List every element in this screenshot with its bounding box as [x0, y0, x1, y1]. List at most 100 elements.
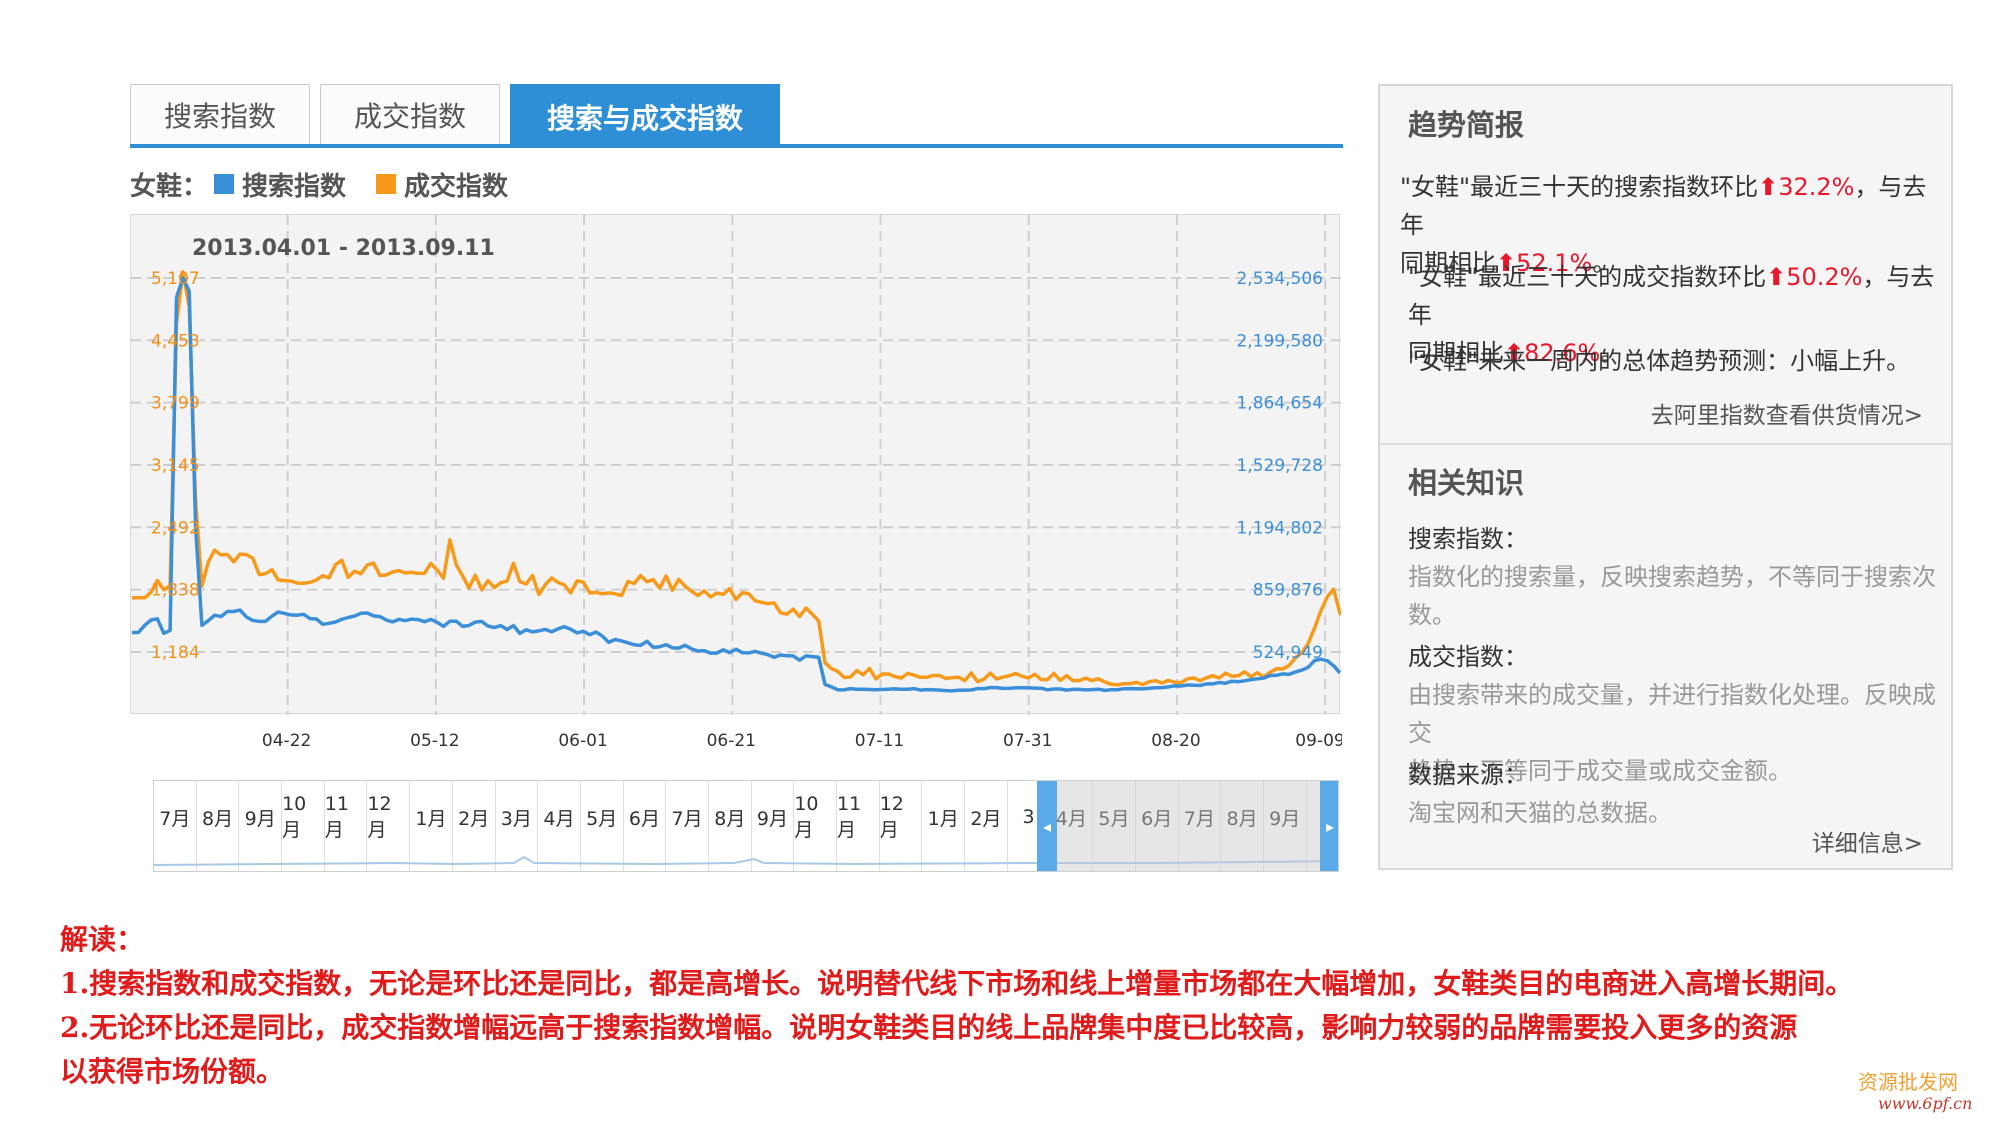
- right-tick-label: 859,876: [1253, 581, 1323, 601]
- trend-text: "女鞋"最近三十天的搜索指数环比: [1400, 173, 1759, 201]
- k-source-label: 数据来源：: [1408, 761, 1528, 789]
- watermark-url: www.6pf.cn: [1878, 1094, 1973, 1113]
- navigator-left-handle[interactable]: ◂: [1037, 781, 1057, 871]
- navigator-sparkline: [154, 855, 1338, 866]
- navigator-month: 11月: [837, 781, 880, 871]
- navigator-month: 6月: [1136, 781, 1179, 871]
- navigator-month: 5月: [581, 781, 624, 871]
- k-trade-desc-line: 趋势，不等同于成交量或成交金额。: [1408, 757, 1792, 785]
- navigator-month: 8月: [197, 781, 240, 871]
- trend-text: 。: [1600, 339, 1625, 367]
- k-search-desc-line: 数。: [1408, 601, 1456, 629]
- right-tick-label: 1,194,802: [1236, 518, 1323, 538]
- legend-item-trade[interactable]: 成交指数: [370, 166, 508, 203]
- series-line-trade[interactable]: [132, 270, 1341, 687]
- chevron-right-icon: ▸: [1325, 816, 1335, 836]
- tab-trade-index[interactable]: 成交指数: [320, 84, 500, 144]
- x-tick-label: 06-21: [707, 731, 756, 751]
- interp-heading: 解读：: [60, 923, 145, 956]
- navigator-series-line: [154, 855, 1338, 866]
- navigator-month: 9月: [1264, 781, 1307, 871]
- k-source-desc: 淘宝网和天猫的总数据。: [1408, 799, 1672, 827]
- search-mom-pct: 32.2%: [1778, 173, 1855, 201]
- navigator-month: 2月: [453, 781, 496, 871]
- left-tick-label: 1,184: [151, 643, 200, 663]
- navigator-month: 2月: [965, 781, 1008, 871]
- trend-text: "女鞋"最近三十天的成交指数环比: [1408, 263, 1767, 291]
- right-tick-label: 1,529,728: [1236, 456, 1323, 476]
- k-search-desc-line: 指数化的搜索量，反映搜索趋势，不等同于搜索次: [1408, 563, 1936, 591]
- trade-mom-pct: 50.2%: [1786, 263, 1863, 291]
- x-tick-label: 07-11: [855, 731, 904, 751]
- tab-label: 成交指数: [353, 99, 466, 133]
- right-tick-label: 2,199,580: [1236, 331, 1323, 351]
- left-tick-label: 3,799: [151, 394, 200, 414]
- k-trade-desc: 由搜索带来的成交量，并进行指数化处理。反映成交 趋势，不等同于成交量或成交金额。: [1408, 676, 1948, 790]
- navigator-month: 1月: [410, 781, 453, 871]
- navigator-selection[interactable]: [1053, 781, 1320, 871]
- trend-text: ，与去年: [1408, 263, 1935, 329]
- panel-divider: [1380, 443, 1951, 445]
- navigator-month: 8月: [709, 781, 752, 871]
- trend-text: ，与去年: [1400, 173, 1927, 239]
- navigator-month: 7月: [1179, 781, 1222, 871]
- chart-date-range: 2013.04.01 - 2013.09.11: [192, 236, 495, 261]
- arrow-up-icon: ⬆: [1496, 249, 1517, 277]
- trade-yoy-pct: 82.6%: [1524, 339, 1601, 367]
- legend-swatch-trade: [376, 174, 397, 194]
- tab-label: 搜索与成交指数: [546, 101, 743, 135]
- navigator-month: 9月: [752, 781, 795, 871]
- navigator-month: 4月: [538, 781, 581, 871]
- tab-label: 搜索指数: [163, 99, 276, 133]
- left-tick-label: 2,492: [151, 518, 200, 538]
- watermark-text: 资源批发网: [1858, 1070, 1958, 1094]
- series-line-search[interactable]: [132, 276, 1341, 693]
- navigator-month: 7月: [154, 781, 197, 871]
- trend-text: 同期相比: [1400, 249, 1496, 277]
- navigator-right-handle[interactable]: ▸: [1320, 781, 1338, 871]
- tab-search-and-trade-index[interactable]: 搜索与成交指数: [510, 84, 780, 148]
- trend-text: 。: [1592, 249, 1617, 277]
- x-tick-label: 06-01: [558, 731, 607, 751]
- navigator-month: 10月: [282, 781, 325, 871]
- legend-swatch-search: [214, 174, 235, 194]
- navigator-month: 11月: [325, 781, 368, 871]
- navigator-month: 5月: [1093, 781, 1136, 871]
- legend-item-search[interactable]: 搜索指数: [208, 166, 346, 203]
- trend-title: 趋势简报: [1408, 108, 1525, 142]
- trend-trade-text: "女鞋"最近三十天的成交指数环比⬆50.2%，与去年 同期相比⬆82.6%。: [1408, 258, 1948, 372]
- left-tick-label: 5,107: [151, 269, 200, 289]
- right-tick-label: 1,864,654: [1236, 394, 1323, 414]
- tab-baseline: [130, 144, 1343, 148]
- supply-link[interactable]: 去阿里指数查看供货情况>: [1650, 403, 1923, 429]
- navigator-month: 4月: [1050, 781, 1094, 871]
- tab-search-index[interactable]: 搜索指数: [130, 84, 310, 144]
- x-tick-label: 04-22: [262, 731, 311, 751]
- trend-text: 同期相比: [1408, 339, 1504, 367]
- navigator-month: 7月: [666, 781, 709, 871]
- chart-legend: 女鞋： 搜索指数 成交指数: [130, 166, 532, 202]
- interp-line: 以获得市场份额。: [60, 1055, 285, 1088]
- navigator-month: 6月: [624, 781, 667, 871]
- arrow-up-icon: ⬆: [1766, 263, 1787, 291]
- x-axis-labels: 04-22 05-12 06-01 06-21 07-11 07-31 08-20 09-09: [262, 731, 1342, 751]
- legend-prefix: 女鞋：: [130, 171, 209, 202]
- left-tick-label: 3,145: [151, 456, 200, 476]
- line-chart: 1,184 1,838 2,492 3,145 3,799 4,453 5,107 524,9…: [131, 215, 1341, 715]
- arrow-up-icon: ⬆: [1758, 173, 1779, 201]
- trend-forecast: "女鞋"未来一周内的总体趋势预测：小幅上升。: [1408, 347, 1911, 375]
- time-navigator[interactable]: 7月 8月 9月 10月 11月 12月 1月 2月 3月 4月 5月 6月 7月 8月 9月 10月 11月 1…: [153, 780, 1339, 872]
- navigator-month: 1月: [922, 781, 966, 871]
- x-tick-label: 08-20: [1151, 731, 1200, 751]
- right-tick-label: 524,949: [1253, 643, 1323, 663]
- chart-area: 1,184 1,838 2,492 3,145 3,799 4,453 5,107 524,9…: [130, 214, 1341, 715]
- trend-panel: 趋势简报 "女鞋"最近三十天的搜索指数环比⬆32.2%，与去年 同期相比⬆52.…: [1378, 84, 1953, 870]
- navigator-month: 3月: [496, 781, 539, 871]
- interp-line: 2.无论环比还是同比，成交指数增幅远高于搜索指数增幅。说明女鞋类目的线上品牌集中…: [60, 1011, 1798, 1044]
- trend-search-text: "女鞋"最近三十天的搜索指数环比⬆32.2%，与去年 同期相比⬆52.1%。: [1400, 168, 1940, 282]
- x-tick-label: 05-12: [410, 731, 459, 751]
- left-tick-label: 4,453: [151, 331, 200, 351]
- detail-link[interactable]: 详细信息>: [1811, 831, 1923, 857]
- legend-label-trade: 成交指数: [404, 171, 509, 202]
- x-tick-label: 07-31: [1003, 731, 1052, 751]
